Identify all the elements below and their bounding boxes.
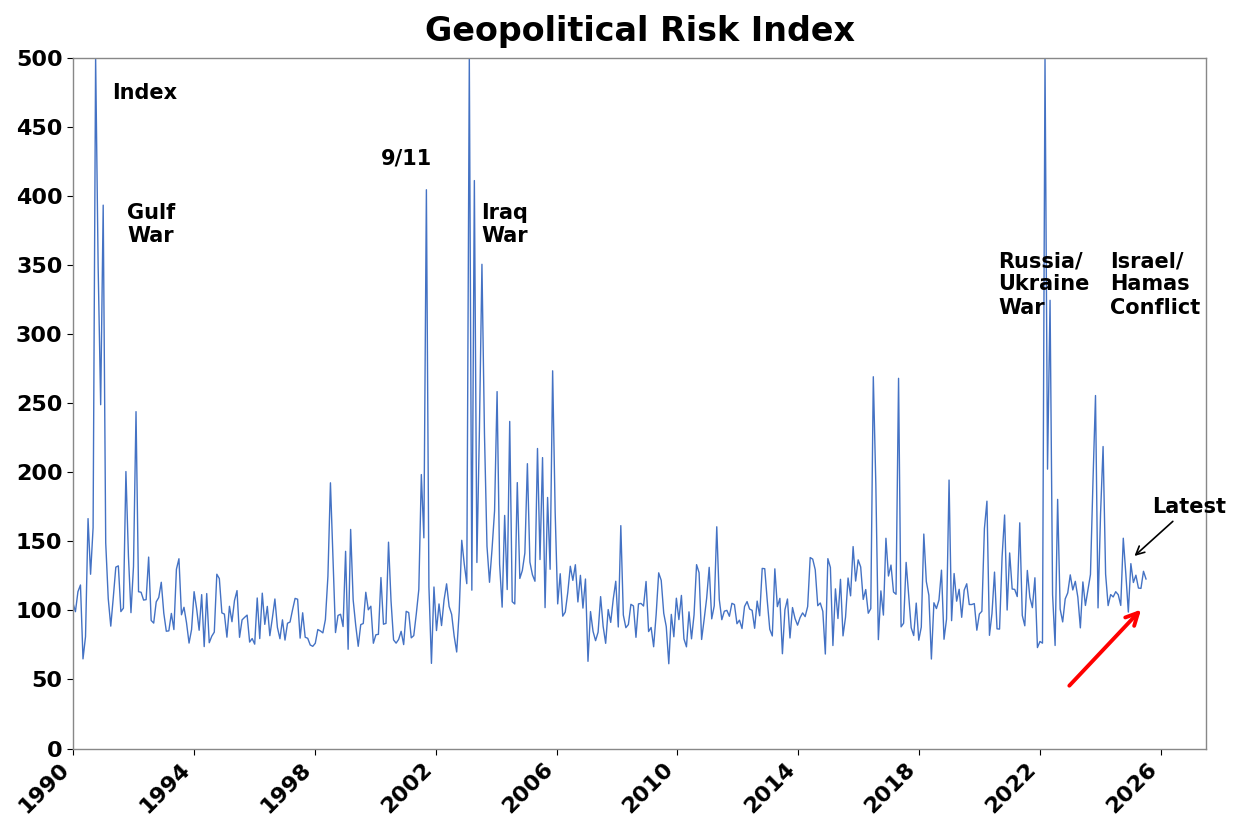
Text: Russia/
Ukraine
War: Russia/ Ukraine War — [998, 251, 1089, 318]
Text: Latest: Latest — [1135, 497, 1227, 555]
Text: Iraq
War: Iraq War — [481, 203, 528, 246]
Text: Gulf
War: Gulf War — [127, 203, 176, 246]
Title: Geopolitical Risk Index: Geopolitical Risk Index — [425, 15, 854, 48]
Text: 9/11: 9/11 — [381, 148, 432, 168]
Text: Index: Index — [112, 83, 177, 103]
Text: Israel/
Hamas
Conflict: Israel/ Hamas Conflict — [1109, 251, 1200, 318]
